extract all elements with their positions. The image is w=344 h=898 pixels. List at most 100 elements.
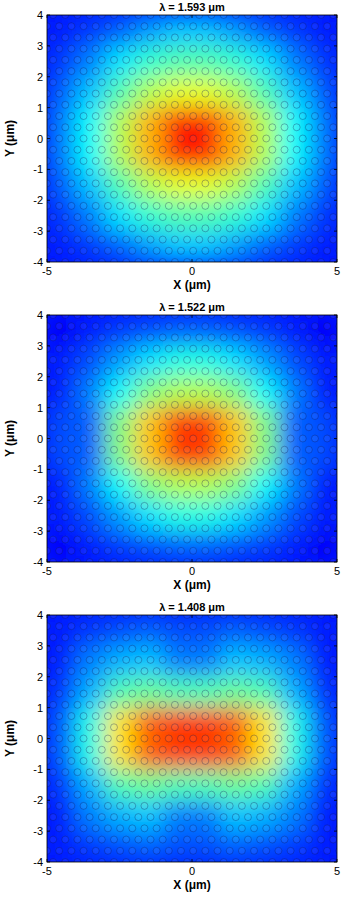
hole bbox=[184, 334, 191, 341]
hole bbox=[171, 401, 178, 408]
hole bbox=[232, 701, 239, 708]
hole bbox=[287, 525, 294, 532]
hole bbox=[123, 814, 130, 821]
hole bbox=[104, 413, 111, 420]
y-tick-label: -4 bbox=[33, 256, 43, 268]
hole bbox=[311, 345, 318, 352]
hole bbox=[287, 780, 294, 787]
hole bbox=[190, 68, 197, 75]
hole bbox=[68, 623, 75, 630]
heatmap-cell bbox=[163, 46, 193, 77]
hole bbox=[287, 547, 294, 554]
hole bbox=[117, 180, 124, 187]
hole bbox=[281, 701, 288, 708]
hole bbox=[111, 446, 118, 453]
hole bbox=[311, 623, 318, 630]
hole bbox=[202, 457, 209, 464]
hole bbox=[214, 457, 221, 464]
hole bbox=[111, 559, 118, 562]
hole bbox=[129, 323, 136, 330]
hole bbox=[62, 214, 69, 221]
hole bbox=[123, 746, 130, 753]
hole bbox=[184, 769, 191, 776]
hole bbox=[311, 668, 318, 675]
hole bbox=[171, 469, 178, 476]
hole bbox=[47, 323, 50, 330]
hole bbox=[287, 23, 294, 30]
heatmap-cell bbox=[279, 231, 309, 262]
hole bbox=[257, 315, 264, 318]
hole bbox=[220, 536, 227, 543]
hole bbox=[80, 623, 87, 630]
hole bbox=[141, 457, 148, 464]
hole bbox=[324, 525, 331, 532]
hole bbox=[56, 713, 63, 720]
hole bbox=[202, 780, 209, 787]
hole bbox=[226, 45, 233, 52]
hole bbox=[104, 45, 111, 52]
heatmap-cell bbox=[47, 377, 77, 408]
hole bbox=[269, 514, 276, 521]
hole bbox=[178, 68, 185, 75]
hole bbox=[238, 23, 245, 30]
hole bbox=[135, 259, 142, 262]
y-tick-label: 2 bbox=[37, 371, 43, 383]
y-tick bbox=[47, 500, 50, 501]
hole bbox=[92, 413, 99, 420]
heatmap-cell bbox=[221, 315, 251, 346]
heatmap-cell bbox=[163, 615, 193, 646]
hole bbox=[135, 836, 142, 843]
hole bbox=[238, 323, 245, 330]
hole bbox=[62, 679, 69, 686]
hole bbox=[226, 345, 233, 352]
hole bbox=[196, 401, 203, 408]
hole bbox=[56, 23, 63, 30]
hole bbox=[104, 525, 111, 532]
hole bbox=[74, 169, 81, 176]
hole bbox=[178, 623, 185, 630]
hole bbox=[165, 247, 172, 254]
hole bbox=[135, 791, 142, 798]
hole bbox=[123, 334, 130, 341]
hole bbox=[62, 536, 69, 543]
hole bbox=[98, 859, 105, 862]
hole bbox=[111, 536, 118, 543]
hole bbox=[190, 247, 197, 254]
heatmap-cell bbox=[279, 439, 309, 470]
hole bbox=[244, 514, 251, 521]
hole bbox=[184, 836, 191, 843]
hole bbox=[171, 769, 178, 776]
hole bbox=[159, 79, 166, 86]
hole bbox=[202, 157, 209, 164]
hole bbox=[62, 791, 69, 798]
hole bbox=[196, 701, 203, 708]
hole bbox=[165, 113, 172, 120]
hole bbox=[135, 356, 142, 363]
hole bbox=[74, 315, 81, 318]
hole bbox=[214, 480, 221, 487]
hole bbox=[324, 113, 331, 120]
hole bbox=[104, 68, 111, 75]
hole bbox=[293, 146, 300, 153]
heatmap-cell bbox=[134, 646, 164, 677]
hole bbox=[330, 401, 337, 408]
heatmap-cell bbox=[163, 77, 193, 108]
hole bbox=[311, 645, 318, 652]
hole bbox=[47, 413, 50, 420]
hole bbox=[196, 259, 203, 262]
hole bbox=[275, 135, 282, 142]
hole bbox=[251, 547, 258, 554]
hole bbox=[275, 390, 282, 397]
hole bbox=[86, 169, 93, 176]
hole bbox=[123, 56, 130, 63]
hole bbox=[269, 536, 276, 543]
hole bbox=[208, 315, 215, 318]
hole bbox=[98, 236, 105, 243]
x-tick bbox=[337, 259, 338, 262]
heatmap-cells bbox=[47, 15, 337, 262]
heatmap-cell bbox=[221, 377, 251, 408]
hole bbox=[98, 446, 105, 453]
hole bbox=[104, 457, 111, 464]
heatmap-cell bbox=[134, 346, 164, 377]
heatmap-cell bbox=[76, 439, 106, 470]
